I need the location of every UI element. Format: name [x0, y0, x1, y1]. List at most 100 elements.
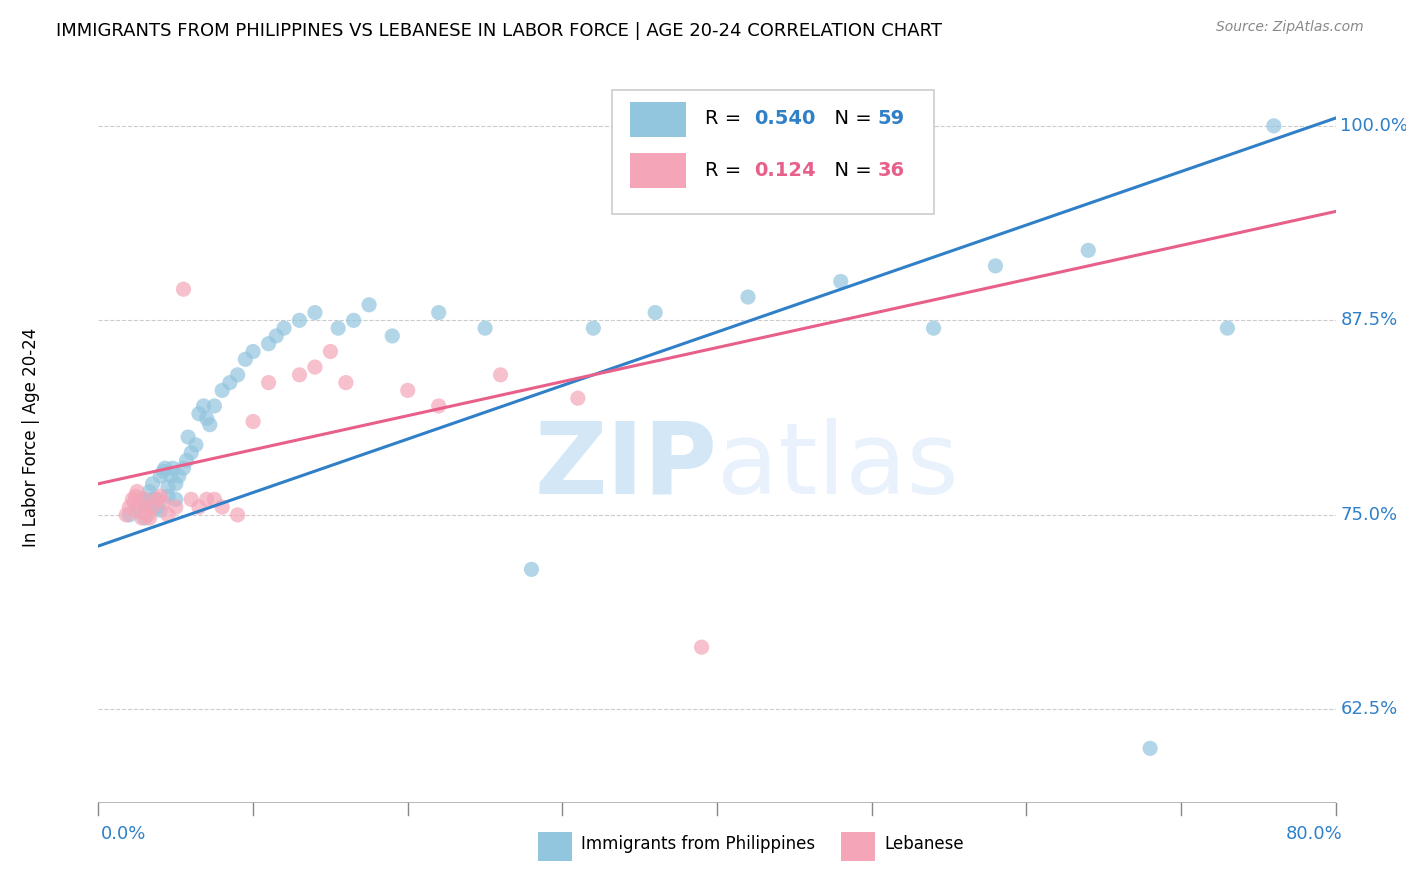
Text: 0.540: 0.540 [754, 110, 815, 128]
Point [180, 492, 202, 507]
Point [122, 495, 145, 509]
Point [149, 489, 172, 503]
Text: 80.0%: 80.0% [1286, 825, 1343, 843]
FancyBboxPatch shape [612, 90, 934, 214]
Point [138, 484, 160, 499]
Point [288, 368, 311, 382]
FancyBboxPatch shape [537, 832, 572, 862]
Point [567, 391, 589, 405]
Point [118, 500, 141, 515]
Point [1216, 321, 1239, 335]
Point [690, 640, 713, 655]
Point [257, 336, 280, 351]
Text: 100.0%: 100.0% [1340, 117, 1406, 135]
Point [118, 508, 141, 522]
Text: 36: 36 [877, 161, 905, 179]
Point [326, 321, 350, 335]
Point [226, 508, 249, 522]
Point [198, 417, 221, 432]
Point [211, 384, 233, 398]
Point [195, 492, 218, 507]
Text: 87.5%: 87.5% [1340, 311, 1398, 329]
Point [1077, 244, 1099, 258]
Point [165, 500, 187, 515]
Text: IMMIGRANTS FROM PHILIPPINES VS LEBANESE IN LABOR FORCE | AGE 20-24 CORRELATION C: IMMIGRANTS FROM PHILIPPINES VS LEBANESE … [56, 22, 942, 40]
Text: In Labor Force | Age 20-24: In Labor Force | Age 20-24 [22, 327, 39, 547]
Point [343, 313, 366, 327]
Text: N =: N = [823, 110, 879, 128]
Point [149, 469, 172, 483]
Point [141, 500, 165, 515]
Point [153, 461, 176, 475]
Point [141, 492, 165, 507]
Point [160, 469, 183, 483]
Point [264, 329, 288, 343]
Point [204, 399, 226, 413]
Text: 62.5%: 62.5% [1340, 700, 1398, 718]
Point [204, 492, 226, 507]
Point [146, 492, 169, 507]
Point [138, 511, 160, 525]
Point [195, 411, 218, 425]
Point [830, 275, 852, 289]
Text: 0.124: 0.124 [754, 161, 815, 179]
Point [188, 407, 211, 421]
Point [127, 484, 149, 499]
Point [520, 562, 543, 576]
Point [149, 503, 172, 517]
Text: N =: N = [823, 161, 879, 179]
Point [984, 259, 1007, 273]
Text: 0.0%: 0.0% [101, 825, 146, 843]
Point [922, 321, 945, 335]
Text: R =: R = [704, 161, 747, 179]
Point [184, 438, 207, 452]
Point [211, 500, 233, 515]
Point [242, 415, 264, 429]
Point [304, 359, 326, 374]
FancyBboxPatch shape [630, 153, 686, 188]
Point [193, 399, 215, 413]
Point [128, 505, 150, 519]
Point [131, 492, 153, 507]
Point [162, 461, 184, 475]
Point [180, 445, 202, 459]
Point [474, 321, 496, 335]
Point [396, 384, 419, 398]
Point [157, 489, 180, 503]
Text: 59: 59 [877, 110, 905, 128]
Point [242, 344, 264, 359]
Point [219, 376, 242, 390]
Point [165, 492, 187, 507]
Point [335, 376, 357, 390]
Point [124, 489, 146, 503]
Point [489, 368, 512, 382]
Point [167, 469, 190, 483]
Point [152, 495, 174, 509]
Text: ZIP: ZIP [534, 417, 717, 515]
Point [381, 329, 404, 343]
Point [157, 508, 180, 522]
Point [737, 290, 759, 304]
Point [134, 511, 156, 525]
Text: R =: R = [704, 110, 747, 128]
Point [131, 511, 153, 525]
Point [644, 305, 666, 319]
Text: Lebanese: Lebanese [884, 836, 963, 854]
Point [177, 430, 200, 444]
Point [304, 305, 326, 319]
Text: atlas: atlas [717, 417, 959, 515]
Point [357, 298, 380, 312]
Point [427, 399, 450, 413]
Text: 75.0%: 75.0% [1340, 506, 1398, 524]
Point [176, 453, 198, 467]
Point [134, 505, 156, 519]
Point [1139, 741, 1161, 756]
Point [136, 495, 159, 509]
Point [233, 352, 257, 367]
Point [319, 344, 342, 359]
Point [165, 476, 187, 491]
FancyBboxPatch shape [630, 102, 686, 137]
Point [1263, 119, 1285, 133]
Point [226, 368, 249, 382]
Point [188, 500, 211, 515]
